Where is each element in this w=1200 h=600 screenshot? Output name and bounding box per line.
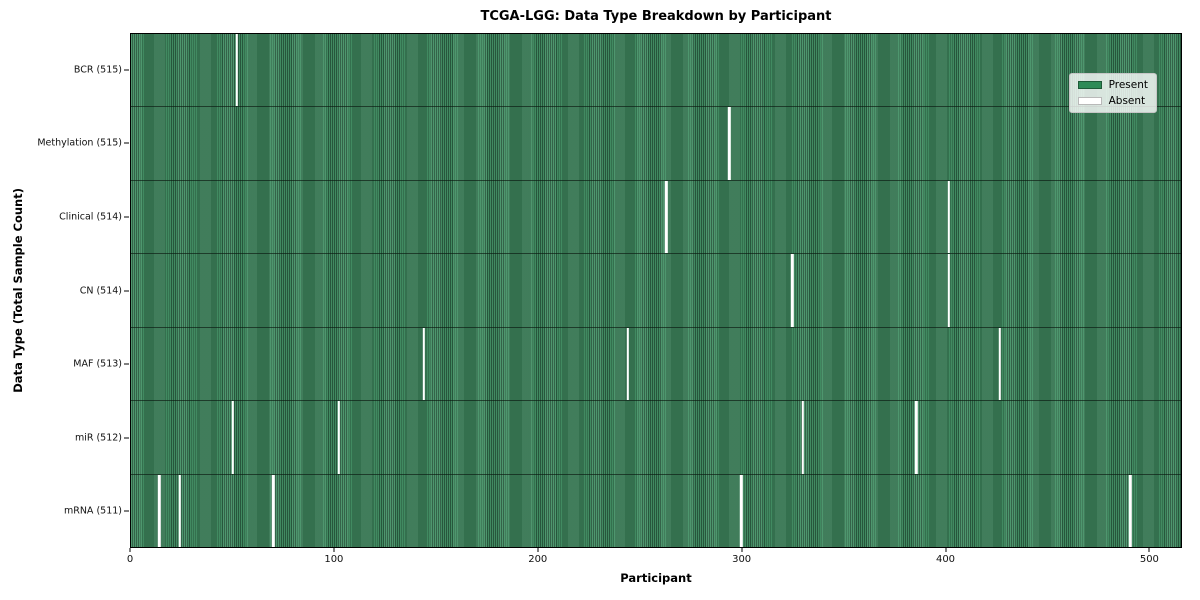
chart-title: TCGA-LGG: Data Type Breakdown by Partici… — [480, 9, 832, 24]
x-tick-label-400: 400 — [935, 554, 956, 565]
absent-marker-mrna-300 — [740, 474, 743, 547]
x-tick-label-0: 0 — [126, 554, 134, 565]
y-tick-mark — [124, 69, 129, 71]
x-tick-mark — [741, 548, 743, 552]
y-tick-label-mrna: mRNA (511) — [63, 505, 122, 517]
legend-entry-absent: Absent — [1077, 95, 1148, 107]
absent-marker-clinical-263 — [664, 180, 668, 254]
data-type-row-clinical — [131, 180, 1181, 255]
x-tick-mark — [333, 548, 335, 552]
x-tick-mark — [1148, 548, 1150, 552]
absent-marker-clinical-402 — [947, 180, 951, 254]
absent-marker-mrna-14 — [158, 474, 161, 547]
absent-marker-mir-50 — [231, 401, 234, 474]
heatmap-background — [131, 34, 1181, 547]
legend-absent-label: Absent — [1108, 95, 1146, 107]
x-tick-label-500: 500 — [1139, 554, 1159, 565]
absent-marker-maf-144 — [422, 327, 426, 401]
data-type-row-methylation — [131, 107, 1181, 181]
y-tick-mark — [124, 437, 129, 439]
absent-marker-methylation-294 — [728, 107, 731, 180]
legend-present-label: Present — [1108, 79, 1148, 91]
absent-marker-bcr-52 — [235, 34, 239, 107]
y-tick-label-bcr: BCR (515) — [73, 64, 122, 76]
y-tick-label-maf: MAF (513) — [73, 358, 122, 370]
absent-marker-cn-402 — [947, 254, 951, 327]
plot-area: Present Absent — [130, 33, 1182, 548]
absent-marker-maf-244 — [626, 327, 629, 401]
data-type-row-mrna — [131, 474, 1181, 547]
y-tick-mark — [124, 142, 129, 144]
x-tick-mark — [129, 548, 131, 552]
legend: Present Absent — [1068, 73, 1157, 113]
x-tick-mark — [537, 548, 539, 552]
data-type-row-bcr — [131, 34, 1181, 108]
x-tick-mark — [945, 548, 946, 552]
data-type-row-mir — [131, 401, 1181, 475]
y-tick-label-methylation: Methylation (515) — [37, 137, 122, 149]
data-type-row-cn — [131, 254, 1181, 328]
y-tick-label-clinical: Clinical (514) — [59, 211, 122, 223]
absent-marker-mrna-24 — [178, 474, 182, 547]
legend-entry-present: Present — [1077, 79, 1148, 91]
absent-marker-mir-386 — [915, 401, 918, 474]
absent-marker-mrna-70 — [272, 474, 275, 547]
x-tick-label-300: 300 — [732, 554, 752, 565]
absent-marker-mir-330 — [801, 401, 804, 474]
absent-marker-mir-102 — [337, 401, 340, 474]
y-tick-label-mir: miR (512) — [74, 432, 122, 444]
x-tick-label-100: 100 — [324, 554, 344, 565]
absent-marker-cn-325 — [791, 254, 794, 327]
absent-marker-mrna-491 — [1128, 474, 1132, 547]
y-tick-mark — [124, 510, 129, 512]
present-swatch — [1077, 81, 1102, 89]
y-tick-mark — [124, 290, 129, 291]
absent-marker-maf-427 — [998, 327, 1002, 401]
y-tick-mark — [124, 363, 129, 365]
x-tick-label-200: 200 — [528, 554, 548, 565]
y-tick-mark — [124, 216, 129, 218]
y-tick-label-cn: CN (514) — [79, 285, 122, 296]
data-type-row-maf — [131, 327, 1181, 402]
absent-swatch — [1077, 97, 1102, 105]
heatmap-rows — [131, 34, 1181, 547]
x-axis-label: Participant — [620, 571, 692, 585]
